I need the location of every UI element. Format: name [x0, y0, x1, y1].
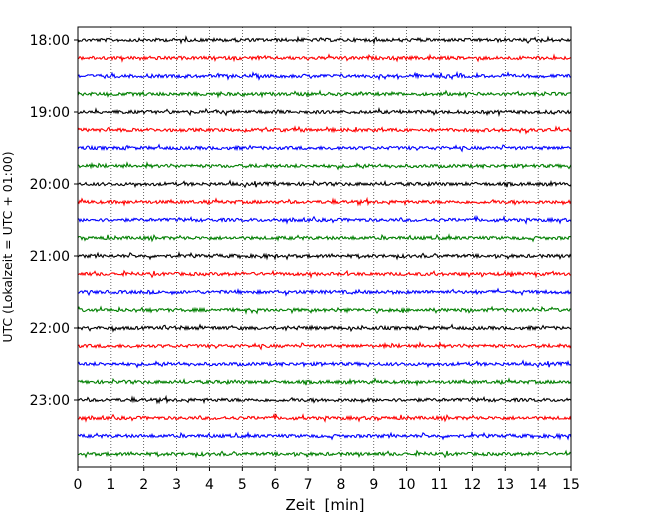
seismogram-trace	[77, 394, 572, 405]
seismogram-trace	[77, 161, 572, 171]
x-tick-label: 7	[304, 477, 313, 493]
y-tick-label: 19:00	[30, 105, 70, 121]
seismogram-trace	[77, 125, 572, 135]
y-axis: 18:00 19:00 20:00 21:00 22:00 23:00	[30, 33, 78, 409]
seismogram-trace	[77, 341, 572, 351]
x-tick-label: 9	[369, 477, 378, 493]
x-tick-label: 12	[463, 477, 481, 493]
x-tick-label: 15	[562, 477, 580, 493]
y-tick-label: 20:00	[30, 177, 70, 193]
x-tick-label: 0	[74, 477, 83, 493]
x-tick-label: 8	[336, 477, 345, 493]
seismogram-trace	[77, 287, 572, 297]
grid-lines	[110, 27, 539, 467]
seismogram-trace	[77, 106, 572, 118]
y-tick-label: 18:00	[30, 33, 70, 49]
x-tick-label: 1	[106, 477, 115, 493]
seismogram-trace	[77, 449, 572, 459]
seismogram-trace	[77, 70, 572, 81]
seismogram-trace	[77, 269, 572, 280]
y-tick-label: 22:00	[30, 321, 70, 337]
seismogram-trace	[77, 412, 572, 423]
x-tick-label: 10	[398, 477, 416, 493]
x-axis-label: Zeit [min]	[285, 496, 364, 514]
seismogram-trace	[77, 305, 571, 315]
seismogram-trace	[77, 214, 572, 225]
y-axis-label: UTC (Lokalzeit = UTC + 01:00)	[0, 151, 15, 342]
x-tick-label: 3	[172, 477, 181, 493]
seismogram-trace	[77, 359, 572, 369]
seismogram-trace	[77, 35, 572, 46]
y-tick-label: 23:00	[30, 393, 70, 409]
seismogram-trace	[77, 377, 572, 387]
x-tick-label: 14	[529, 477, 547, 493]
x-tick-label: 11	[431, 477, 449, 493]
seismogram-trace	[77, 323, 572, 333]
y-tick-label: 21:00	[30, 249, 70, 265]
seismogram-trace	[77, 53, 572, 63]
x-tick-label: 5	[238, 477, 247, 493]
seismogram-traces	[77, 35, 572, 459]
x-tick-label: 13	[496, 477, 514, 493]
seismogram-trace	[77, 430, 572, 441]
x-tick-label: 2	[139, 477, 148, 493]
seismogram-trace	[77, 179, 572, 189]
seismogram-trace	[77, 196, 572, 207]
x-axis: 0 1 2 3 4 5 6 7 8 9 10 11 12 13 14 15	[74, 467, 580, 493]
plot-frame	[77, 26, 572, 468]
seismogram-trace	[77, 250, 572, 261]
x-tick-label: 6	[271, 477, 280, 493]
seismogram-trace	[77, 89, 572, 99]
seismogram-trace	[77, 233, 572, 243]
seismogram-trace	[77, 143, 572, 153]
x-tick-label: 4	[205, 477, 214, 493]
